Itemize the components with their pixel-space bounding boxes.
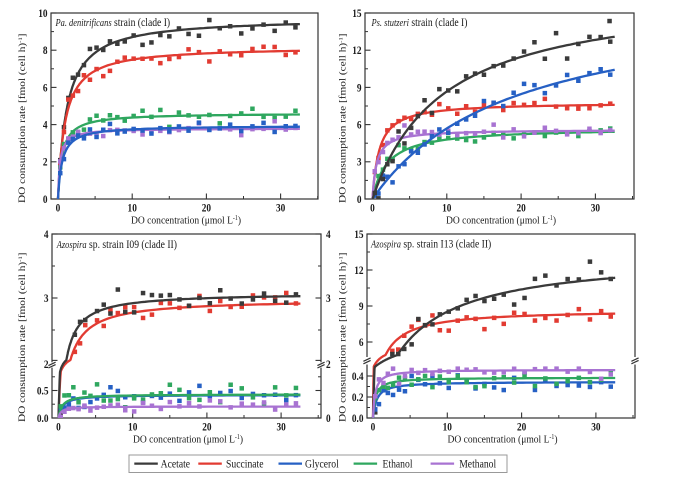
svg-text:DO concentration (μmol L-1): DO concentration (μmol L-1) [133,434,243,446]
svg-text:DO consumption rate [fmol (cel: DO consumption rate [fmol (cell h)-1] [18,33,28,203]
svg-text:20: 20 [516,203,525,215]
svg-text:10: 10 [443,422,452,434]
svg-text:DO concentration (μmol L-1): DO concentration (μmol L-1) [447,434,557,446]
svg-text:9: 9 [357,83,362,95]
svg-text:30: 30 [591,422,600,434]
svg-text:20: 20 [202,203,211,215]
svg-text:0: 0 [43,194,48,206]
svg-text:3: 3 [357,157,362,169]
svg-text:6: 6 [43,83,48,95]
svg-text:0.0: 0.0 [37,413,49,425]
svg-text:30: 30 [276,422,285,434]
svg-text:DO concentration (μmol L-1): DO concentration (μmol L-1) [131,215,241,227]
svg-text:2: 2 [43,157,48,169]
svg-text:Succinate: Succinate [226,459,264,471]
svg-text:Glycerol: Glycerol [305,459,339,471]
svg-text:0: 0 [56,203,61,215]
svg-text:12: 12 [354,265,363,277]
svg-text:0: 0 [357,194,362,206]
svg-text:20: 20 [202,422,211,434]
svg-text:Acetate: Acetate [161,459,191,471]
svg-text:4: 4 [44,229,49,241]
svg-text:12: 12 [352,45,361,57]
svg-text:0.5: 0.5 [37,386,49,398]
svg-text:DO consumption rate [fmol (cel: DO consumption rate [fmol (cell h)-1] [338,252,348,422]
svg-text:0: 0 [371,422,376,434]
svg-text:10: 10 [442,203,451,215]
svg-text:0: 0 [56,422,61,434]
svg-text:15: 15 [354,229,363,241]
svg-text:20: 20 [517,422,526,434]
svg-text:4: 4 [326,229,331,241]
svg-text:4: 4 [43,120,48,132]
svg-text:DO consumption rate [fmol (cel: DO consumption rate [fmol (cell h)-1] [338,33,348,203]
svg-text:3: 3 [326,293,331,305]
svg-text:8: 8 [43,45,48,57]
svg-text:DO concentration (μmol L-1): DO concentration (μmol L-1) [446,215,556,227]
svg-text:6: 6 [357,120,362,132]
svg-text:10: 10 [38,8,47,20]
svg-text:3: 3 [44,293,49,305]
svg-text:Ethanol: Ethanol [383,459,413,471]
svg-text:30: 30 [276,203,285,215]
svg-text:Pa. denitrificans strain (clad: Pa. denitrificans strain (clade I) [55,16,171,29]
svg-text:2: 2 [44,359,49,371]
svg-text:Ps. stutzeri strain (clade I): Ps. stutzeri strain (clade I) [371,16,468,29]
svg-text:15: 15 [352,8,361,20]
svg-text:2: 2 [326,359,331,371]
svg-text:0: 0 [370,203,375,215]
svg-text:DO consumption rate [fmol (cel: DO consumption rate [fmol (cell h)-1] [18,252,28,422]
svg-text:Azospira sp. strain I13 (clade: Azospira sp. strain I13 (clade II) [370,238,492,251]
svg-text:9: 9 [359,301,364,313]
svg-text:0: 0 [326,413,331,425]
svg-text:30: 30 [591,203,600,215]
svg-text:6: 6 [359,337,364,349]
svg-text:0.2: 0.2 [352,392,364,404]
svg-text:10: 10 [128,203,137,215]
svg-text:0.4: 0.4 [352,371,364,383]
svg-text:0.0: 0.0 [352,413,364,425]
svg-text:Methanol: Methanol [459,459,496,471]
svg-text:Azospira sp. strain I09 (clade: Azospira sp. strain I09 (clade II) [56,238,178,251]
svg-text:10: 10 [128,422,137,434]
